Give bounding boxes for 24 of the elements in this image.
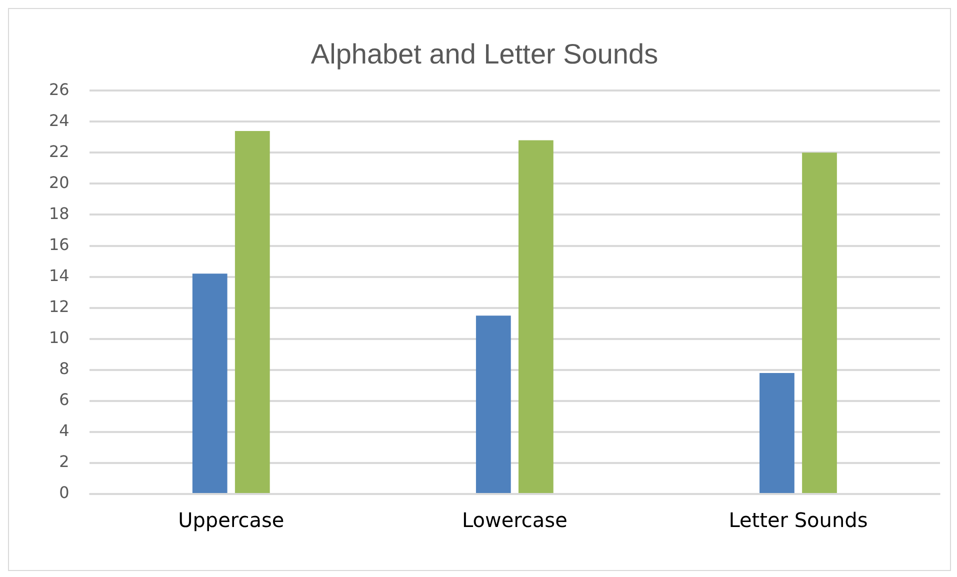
y-tick-label: 10 [49, 328, 70, 347]
chart-title: Alphabet and Letter Sounds [310, 38, 658, 70]
x-tick-label: Letter Sounds [728, 508, 868, 532]
y-tick-label: 24 [49, 110, 70, 130]
bar [234, 130, 270, 493]
y-tick-label: 22 [49, 142, 70, 161]
bar [518, 140, 554, 493]
y-tick-label: 18 [49, 204, 70, 223]
y-tick-label: 6 [59, 390, 70, 410]
bar [802, 152, 837, 493]
y-tick-label: 14 [49, 266, 70, 285]
y-tick-label: 26 [49, 80, 70, 99]
y-tick-label: 20 [49, 172, 70, 192]
bar [760, 372, 794, 493]
y-tick-label: 2 [59, 452, 70, 472]
x-tick-label: Uppercase [178, 508, 284, 532]
x-tick-label: Lowercase [462, 508, 568, 532]
bar [476, 316, 511, 493]
bar [192, 274, 228, 493]
y-tick-label: 0 [59, 483, 70, 502]
y-tick-label: 8 [59, 359, 70, 378]
y-tick-label: 12 [49, 296, 70, 316]
y-tick-label: 16 [49, 234, 70, 254]
y-tick-label: 4 [59, 421, 70, 440]
